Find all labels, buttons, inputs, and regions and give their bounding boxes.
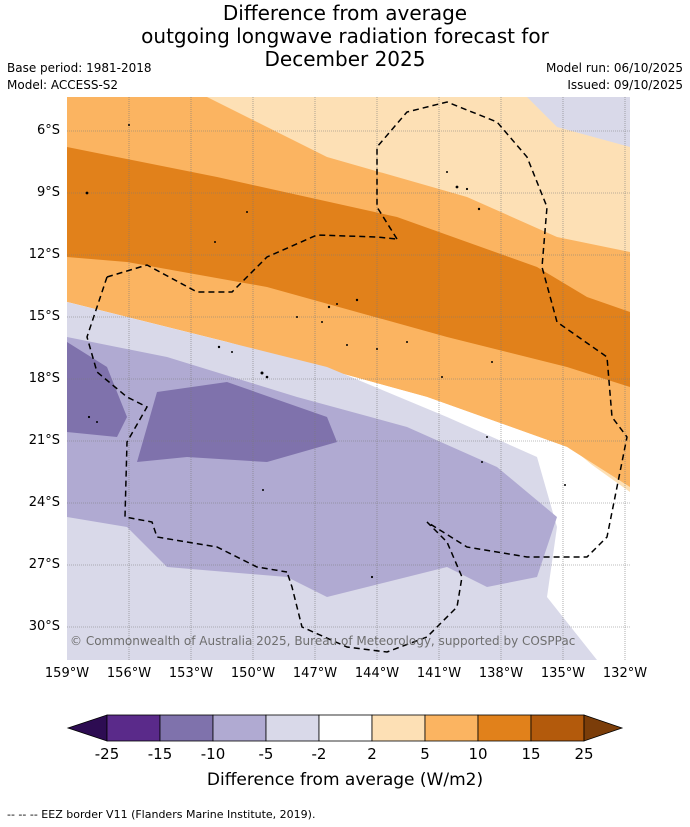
contour-minus-10-15 xyxy=(67,342,337,462)
model-run: Model run: 06/10/2025 xyxy=(545,61,683,75)
title-line-1: Difference from average xyxy=(222,1,468,25)
contour-10-15 xyxy=(67,147,630,387)
top-right-negative xyxy=(527,97,630,147)
map-panel xyxy=(67,97,630,660)
base-period: Base period: 1981-2018 xyxy=(7,61,152,75)
colorbar-label: Difference from average (W/m2) xyxy=(206,770,484,790)
lat-label-15s: 15°S xyxy=(28,309,60,324)
lon-label-141w: 141°W xyxy=(416,666,462,681)
copyright-notice: © Commonwealth of Australia 2025, Bureau… xyxy=(70,634,576,648)
eez-legend: -- -- -- EEZ border V11 (Flanders Marine… xyxy=(7,808,316,821)
colorbar-over-arrow xyxy=(583,714,624,742)
colorbar-graphic xyxy=(66,714,624,742)
lon-label-156w: 156°W xyxy=(106,666,152,681)
lat-label-30s: 30°S xyxy=(28,619,60,634)
colorbar-tick: 25 xyxy=(574,745,594,763)
colorbar-under-arrow xyxy=(66,714,108,742)
lon-label-135w: 135°W xyxy=(540,666,586,681)
lon-label-132w: 132°W xyxy=(602,666,648,681)
lon-label-138w: 138°W xyxy=(478,666,524,681)
chart-title: Difference from average outgoing longwav… xyxy=(0,2,690,71)
colorbar-tick: -5 xyxy=(258,745,274,763)
colorbar-segment xyxy=(159,714,214,742)
title-line-2: outgoing longwave radiation forecast for xyxy=(141,24,549,48)
colorbar-segment xyxy=(106,714,161,742)
lon-label-144w: 144°W xyxy=(354,666,400,681)
lat-label-18s: 18°S xyxy=(28,371,60,386)
colorbar xyxy=(60,708,630,752)
colorbar-tick: 2 xyxy=(367,745,377,763)
colorbar-tick: -25 xyxy=(94,745,120,763)
lat-label-9s: 9°S xyxy=(36,185,60,200)
title-line-3: December 2025 xyxy=(264,47,426,71)
colorbar-tick: -15 xyxy=(147,745,173,763)
lat-label-12s: 12°S xyxy=(28,247,60,262)
meta-left: Base period: 1981-2018 Model: ACCESS-S2 xyxy=(7,60,152,94)
lat-label-27s: 27°S xyxy=(28,557,60,572)
lon-label-150w: 150°W xyxy=(230,666,276,681)
anomaly-map xyxy=(67,97,630,660)
colorbar-tick: 15 xyxy=(521,745,541,763)
eez-border-east xyxy=(286,101,628,653)
lon-label-159w: 159°W xyxy=(44,666,90,681)
colorbar-segment xyxy=(424,714,479,742)
colorbar-segment xyxy=(371,714,426,742)
lon-label-147w: 147°W xyxy=(292,666,338,681)
colorbar-segment xyxy=(212,714,267,742)
colorbar-segment xyxy=(265,714,320,742)
lat-label-21s: 21°S xyxy=(28,433,60,448)
colorbar-tick: 5 xyxy=(420,745,430,763)
eez-border-west xyxy=(86,234,398,573)
lat-label-6s: 6°S xyxy=(36,123,60,138)
issued-date: Issued: 09/10/2025 xyxy=(567,78,683,92)
islands xyxy=(85,124,566,579)
colorbar-segment xyxy=(530,714,585,742)
colorbar-segment xyxy=(477,714,532,742)
colorbar-tick: -2 xyxy=(311,745,327,763)
lon-label-153w: 153°W xyxy=(168,666,214,681)
model-name: Model: ACCESS-S2 xyxy=(7,78,119,92)
colorbar-tick: 10 xyxy=(468,745,488,763)
meta-right: Model run: 06/10/2025 Issued: 09/10/2025 xyxy=(546,60,683,94)
lat-label-24s: 24°S xyxy=(28,495,60,510)
colorbar-segment xyxy=(318,714,373,742)
colorbar-tick: -10 xyxy=(200,745,226,763)
